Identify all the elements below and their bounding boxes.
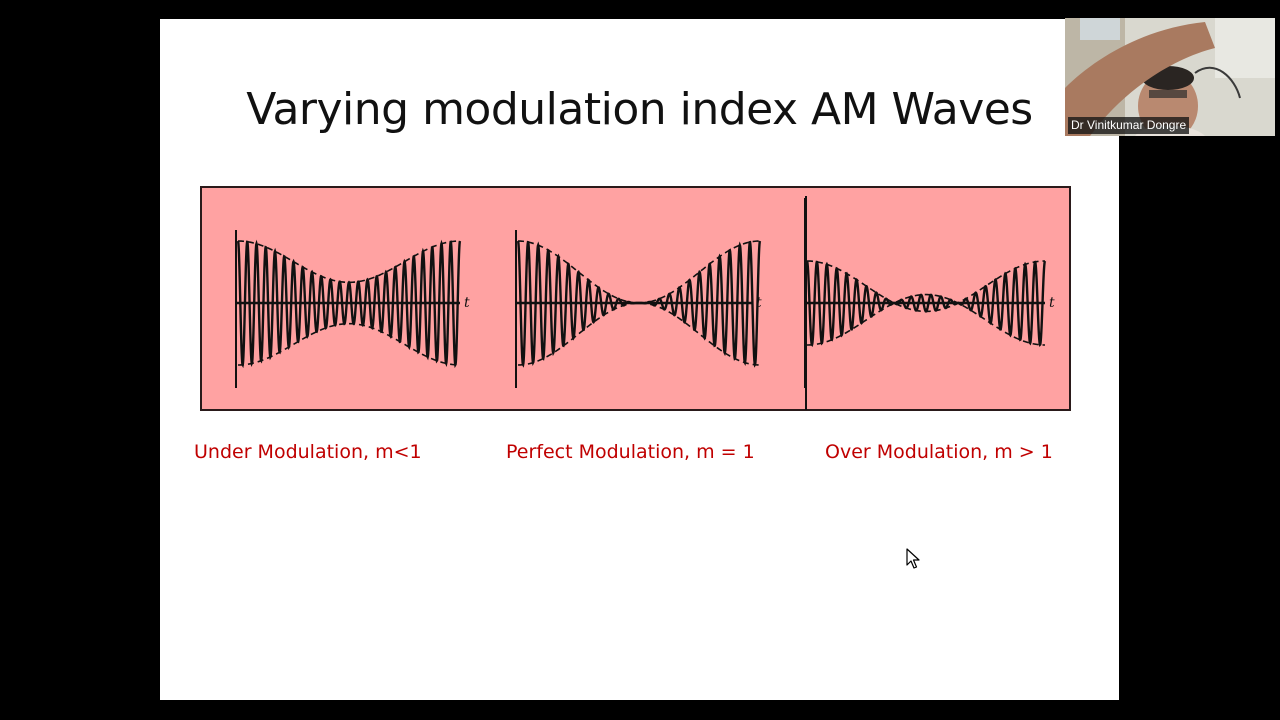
mouse-pointer-icon [906,548,920,569]
time-axis-label: t [464,295,470,311]
wave-panel-over-modulation: t [804,198,1055,388]
time-axis-label: t [1049,295,1055,311]
webcam-video-tile[interactable]: Dr Vinitkumar Dongre [1065,18,1275,136]
participant-name-label: Dr Vinitkumar Dongre [1068,117,1190,134]
upper-envelope [806,260,1046,313]
caption-under-modulation: Under Modulation, m<1 [194,441,422,463]
lower-envelope [806,293,1046,346]
upper-envelope [237,240,461,284]
upper-envelope [517,240,761,304]
wave-panel-under-modulation: t [235,230,470,388]
time-axis-label: t [756,295,762,311]
slide-title: Varying modulation index AM Waves [246,84,1033,135]
lower-envelope [517,302,761,366]
caption-over-modulation: Over Modulation, m > 1 [825,441,1053,463]
wave-panel-perfect-modulation: t [515,230,762,388]
caption-perfect-modulation: Perfect Modulation, m = 1 [506,441,755,463]
lower-envelope [237,322,461,366]
